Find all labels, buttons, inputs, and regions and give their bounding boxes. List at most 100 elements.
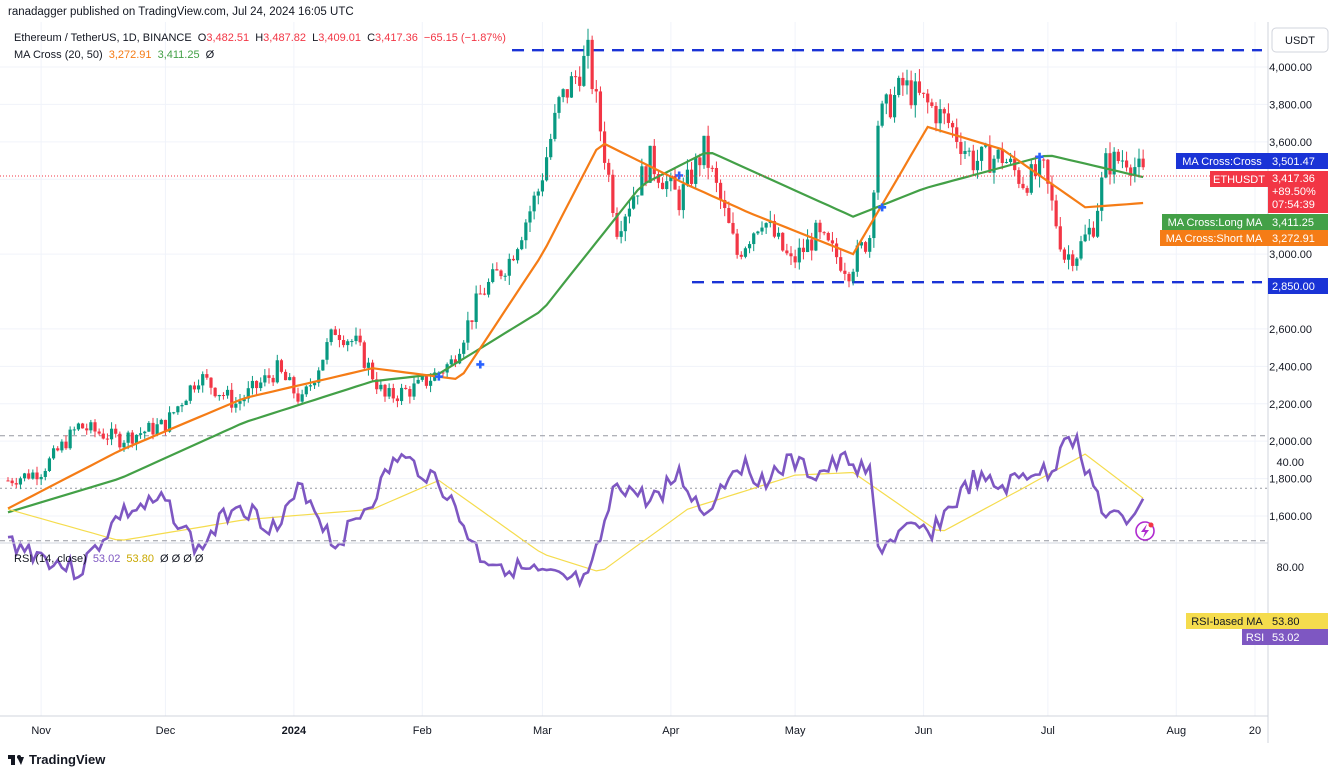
candle-body xyxy=(880,103,884,126)
candle-body xyxy=(1120,160,1125,162)
candle-body xyxy=(1042,159,1046,161)
candle-body xyxy=(192,385,197,390)
candle-body xyxy=(776,232,781,237)
candle-body xyxy=(532,195,536,212)
candle-body xyxy=(582,55,586,86)
candle-body xyxy=(528,211,532,223)
candle-body xyxy=(1133,167,1137,176)
candle-body xyxy=(246,388,250,399)
candle-body xyxy=(544,157,549,181)
candle-body xyxy=(785,250,789,254)
candle-body xyxy=(934,105,938,124)
long-ma-badge-label-bg xyxy=(1162,214,1268,230)
candle-body xyxy=(76,423,81,430)
candle-body xyxy=(834,243,839,258)
rsi-axis[interactable]: 80.00 40.00 xyxy=(1276,457,1304,574)
candle-body xyxy=(283,371,288,381)
candle-body xyxy=(242,398,246,402)
candle-body xyxy=(60,441,64,451)
candle-body xyxy=(424,376,429,386)
candle-body xyxy=(520,240,524,250)
candle-body xyxy=(909,80,913,106)
candle-body xyxy=(254,380,259,389)
tradingview-brand[interactable]: TradingView xyxy=(8,752,105,767)
candle-body xyxy=(130,432,134,444)
candle-body xyxy=(917,81,922,93)
candle-body xyxy=(47,458,52,471)
candle-body xyxy=(685,169,690,185)
candle-body xyxy=(797,247,801,263)
rsi-ma-badge-label-bg xyxy=(1186,613,1268,629)
time-tick-label: Nov xyxy=(31,725,51,737)
candle-body xyxy=(470,320,474,322)
candle-body xyxy=(743,248,748,257)
candle-body xyxy=(118,433,122,448)
candle-body xyxy=(673,175,677,190)
candle-body xyxy=(731,222,735,234)
cross-badge-value: 3,501.47 xyxy=(1272,156,1315,168)
rsi-legend[interactable]: RSI (14, close) 53.02 53.80 Ø Ø Ø Ø xyxy=(14,553,206,565)
candle-body xyxy=(267,375,271,378)
candle-body xyxy=(366,362,371,368)
time-axis[interactable]: Nov Dec 2024 Feb Mar Apr May Jun Jul Aug 20 xyxy=(31,725,1261,737)
candle-body xyxy=(814,222,818,251)
candle-body xyxy=(971,150,975,171)
candle-body xyxy=(946,113,951,123)
candle-body xyxy=(830,240,835,244)
candle-body xyxy=(412,383,416,397)
candle-body xyxy=(486,281,491,295)
ethusdt-pct: +89.50% xyxy=(1272,186,1316,198)
level-badge: 2,850.00 xyxy=(1268,278,1328,294)
candle-body xyxy=(300,394,304,402)
candle-body xyxy=(1100,177,1104,211)
candle-body xyxy=(607,162,611,175)
candle-body xyxy=(959,141,963,154)
candle-body xyxy=(553,112,557,139)
candle-body xyxy=(789,253,793,257)
tradingview-logo-icon xyxy=(8,754,24,765)
candle-body xyxy=(656,174,661,183)
candle-body xyxy=(897,77,901,96)
candle-body xyxy=(975,160,980,171)
grid xyxy=(0,22,1268,716)
candle-body xyxy=(764,223,768,228)
rsi-name: RSI (14, close) xyxy=(14,553,87,565)
candle-body xyxy=(441,372,445,374)
candle-body xyxy=(644,166,648,183)
candle-body xyxy=(569,76,574,98)
symbol-legend[interactable]: Ethereum / TetherUS, 1D, BINANCE O3,482.… xyxy=(14,32,509,44)
candle-body xyxy=(557,97,561,113)
candle-body xyxy=(1079,241,1083,259)
alert-icon[interactable] xyxy=(1135,521,1155,541)
support-resistance-levels xyxy=(512,48,1262,284)
candle-body xyxy=(694,157,698,184)
candle-body xyxy=(727,208,731,223)
candle-body xyxy=(503,275,507,277)
candle-body xyxy=(35,472,39,480)
close-label: C xyxy=(367,32,376,44)
ma-legend[interactable]: MA Cross (20, 50) 3,272.91 3,411.25 Ø xyxy=(14,49,217,61)
rsi-badge-label-bg xyxy=(1242,629,1268,645)
candle-body xyxy=(263,375,267,383)
candle-body xyxy=(515,249,520,261)
candle-body xyxy=(1091,227,1096,237)
candle-body xyxy=(549,138,553,158)
candle-body xyxy=(511,258,516,261)
candle-body xyxy=(590,39,594,90)
candle-body xyxy=(10,480,14,484)
time-tick-label: 20 xyxy=(1249,725,1261,737)
rsi-ma-badge-label: RSI-based MA xyxy=(1191,616,1263,628)
candle-body xyxy=(93,422,97,432)
currency-button[interactable]: USDT xyxy=(1271,27,1329,53)
candle-body xyxy=(561,89,565,98)
candle-body xyxy=(43,470,47,477)
candle-body xyxy=(631,196,636,209)
candle-body xyxy=(350,341,354,343)
candle-body xyxy=(950,122,955,128)
candle-body xyxy=(341,340,346,346)
candle-body xyxy=(735,233,739,255)
candle-body xyxy=(710,167,714,169)
candle-body xyxy=(706,135,710,168)
price-tick-label: 2,600.00 xyxy=(1269,324,1312,336)
